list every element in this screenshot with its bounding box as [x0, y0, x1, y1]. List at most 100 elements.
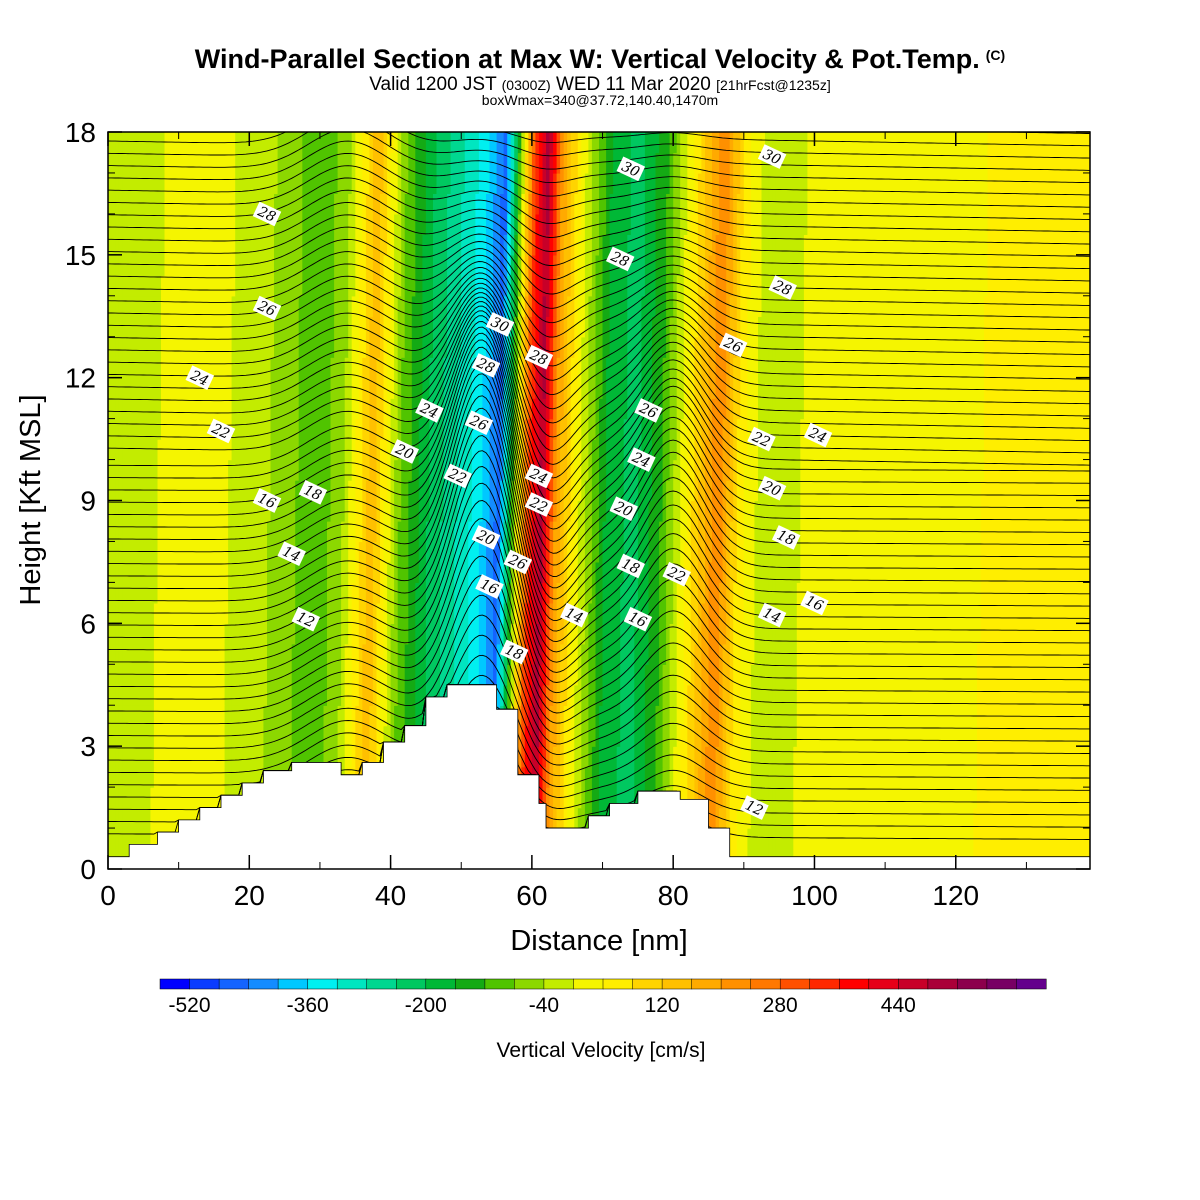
velocity-cell: [662, 684, 667, 706]
velocity-cell: [955, 664, 960, 686]
velocity-cell: [475, 602, 480, 624]
velocity-cell: [178, 807, 183, 829]
velocity-cell: [118, 500, 123, 522]
velocity-cell: [355, 705, 360, 727]
velocity-cell: [1029, 500, 1034, 522]
velocity-cell: [938, 787, 943, 809]
velocity-cell: [627, 766, 632, 788]
velocity-cell: [228, 746, 233, 768]
velocity-cell: [1008, 684, 1013, 706]
velocity-cell: [524, 541, 529, 563]
velocity-cell: [577, 664, 582, 686]
velocity-cell: [291, 582, 296, 604]
velocity-cell: [722, 746, 727, 768]
velocity-cell: [454, 664, 459, 686]
velocity-cell: [408, 521, 413, 543]
velocity-cell: [867, 787, 872, 809]
velocity-cell: [538, 787, 543, 809]
velocity-cell: [775, 643, 780, 665]
velocity-cell: [270, 643, 275, 665]
velocity-cell: [319, 623, 324, 645]
velocity-cell: [818, 500, 823, 522]
velocity-cell: [701, 561, 706, 583]
velocity-cell: [810, 521, 815, 543]
velocity-cell: [538, 582, 543, 604]
velocity-cell: [814, 684, 819, 706]
velocity-cell: [666, 521, 671, 543]
velocity-cell: [507, 561, 512, 583]
velocity-cell: [464, 541, 469, 563]
velocity-cell: [1012, 684, 1017, 706]
velocity-cell: [118, 541, 123, 563]
velocity-cell: [496, 602, 501, 624]
velocity-cell: [659, 623, 664, 645]
velocity-cell: [736, 541, 741, 563]
velocity-cell: [623, 643, 628, 665]
velocity-cell: [556, 746, 561, 768]
velocity-cell: [1051, 664, 1056, 686]
velocity-cell: [733, 725, 738, 747]
velocity-cell: [952, 807, 957, 829]
velocity-cell: [750, 664, 755, 686]
velocity-cell: [701, 582, 706, 604]
velocity-cell: [153, 766, 158, 788]
velocity-cell: [192, 500, 197, 522]
velocity-cell: [899, 725, 904, 747]
velocity-cell: [1058, 521, 1063, 543]
velocity-cell: [464, 500, 469, 522]
valid-zulu: (0300Z): [501, 77, 551, 93]
velocity-cell: [1047, 643, 1052, 665]
velocity-cell: [775, 500, 780, 522]
velocity-cell: [245, 521, 250, 543]
velocity-cell: [613, 582, 618, 604]
velocity-cell: [1072, 766, 1077, 788]
velocity-cell: [157, 705, 162, 727]
velocity-cell: [344, 746, 349, 768]
velocity-cell: [235, 766, 240, 788]
velocity-cell: [743, 746, 748, 768]
velocity-cell: [853, 787, 858, 809]
velocity-cell: [418, 582, 423, 604]
velocity-cell: [987, 541, 992, 563]
velocity-cell: [348, 582, 353, 604]
velocity-cell: [132, 521, 137, 543]
velocity-cell: [1037, 828, 1042, 850]
velocity-cell: [136, 705, 141, 727]
velocity-cell: [249, 746, 254, 768]
velocity-cell: [895, 746, 900, 768]
velocity-cell: [959, 787, 964, 809]
velocity-cell: [1001, 623, 1006, 645]
velocity-cell: [1001, 664, 1006, 686]
velocity-cell: [733, 623, 738, 645]
velocity-cell: [754, 664, 759, 686]
velocity-cell: [680, 643, 685, 665]
velocity-cell: [228, 541, 233, 563]
velocity-cell: [535, 725, 540, 747]
velocity-cell: [793, 807, 798, 829]
velocity-cell: [733, 807, 738, 829]
velocity-cell: [178, 623, 183, 645]
velocity-cell: [800, 725, 805, 747]
velocity-cell: [789, 623, 794, 645]
velocity-cell: [1040, 541, 1045, 563]
velocity-cell: [415, 705, 420, 727]
velocity-cell: [768, 541, 773, 563]
velocity-cell: [365, 643, 370, 665]
velocity-cell: [323, 602, 328, 624]
velocity-cell: [496, 664, 501, 686]
velocity-cell: [556, 521, 561, 543]
velocity-cell: [927, 746, 932, 768]
velocity-cell: [136, 664, 141, 686]
velocity-cell: [637, 664, 642, 686]
velocity-cell: [606, 541, 611, 563]
velocity-cell: [758, 643, 763, 665]
velocity-cell: [637, 725, 642, 747]
velocity-cell: [595, 623, 600, 645]
velocity-cell: [856, 746, 861, 768]
velocity-cell: [994, 787, 999, 809]
velocity-cell: [203, 623, 208, 645]
velocity-cell: [450, 561, 455, 583]
velocity-cell: [242, 643, 247, 665]
velocity-cell: [1065, 561, 1070, 583]
velocity-cell: [146, 521, 151, 543]
